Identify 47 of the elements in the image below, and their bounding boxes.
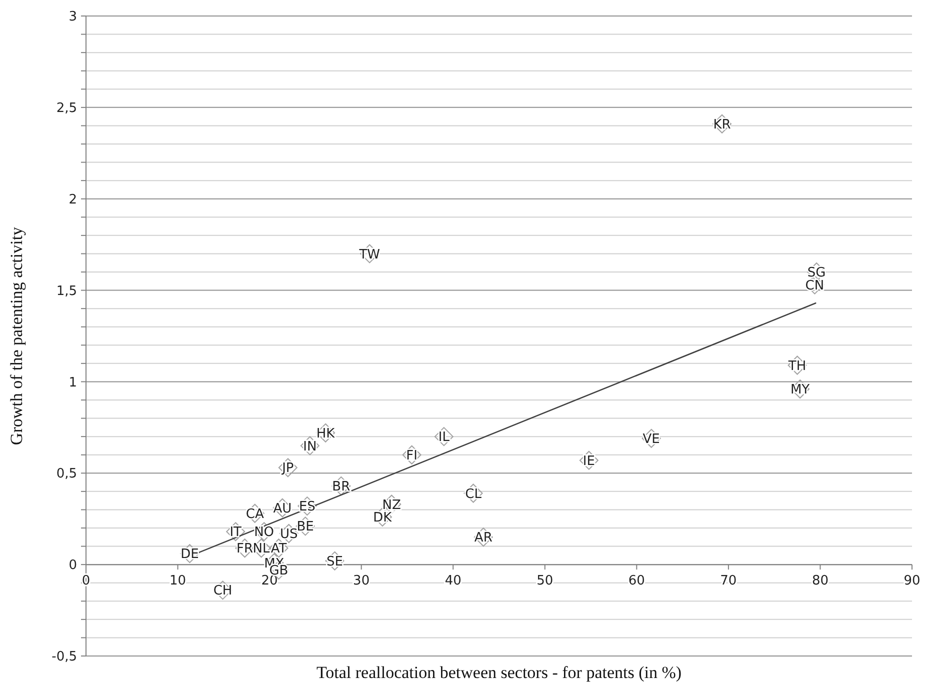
x-tick-label: 90 [904,574,920,589]
annotation: MY [790,382,810,398]
x-tick-label: 30 [353,574,370,589]
x-tick-label: 70 [720,574,737,589]
annotation: FR [236,542,254,557]
y-tick-label: -0,5 [52,650,77,665]
y-tick-label: 1,5 [56,284,77,299]
annotation: BE [296,520,314,535]
x-tick-label: 40 [444,574,462,589]
annotation: TH [787,358,806,374]
annotation: DK [373,510,392,526]
y-tick-label: 2 [68,192,77,208]
y-tick-label: 3 [68,10,77,25]
annotation: IT [230,525,242,540]
annotation: VE [642,432,660,447]
annotation: AR [474,530,492,546]
annotation: CN [805,278,824,294]
y-tick-label: 0,5 [56,466,77,482]
x-tick-label: 80 [812,574,828,589]
annotation: IN [303,439,317,454]
annotation: JP [281,461,294,476]
x-tick-label: 60 [628,574,645,589]
y-tick-label: 1 [68,375,77,390]
annotation: CH [213,584,232,599]
annotation: US [280,527,298,542]
annotation: NL [252,542,271,557]
annotation: IE [582,454,595,469]
annotation: FI [406,448,418,464]
annotation: KR [713,117,731,132]
annotation: CA [246,506,264,522]
annotation: HK [316,426,336,442]
x-tick-label: 10 [170,574,186,589]
annotation: AT [270,542,287,557]
y-axis-title: Growth of the patenting activity [7,226,26,446]
annotation: DE [180,547,199,562]
annotation: BR [332,479,350,494]
annotation: IL [438,430,450,446]
annotation: NO [254,525,274,540]
y-tick-label: 0 [68,558,77,574]
annotation: CL [465,486,482,502]
annotation: AU [273,501,292,516]
annotation: NZ [382,498,402,513]
annotation: TW [358,247,380,262]
y-tick-label: 2,5 [56,100,77,116]
x-tick-label: 50 [536,574,554,589]
annotation: SG [807,266,826,281]
x-axis-title: Total reallocation between sectors - for patents (in %) [316,663,682,682]
